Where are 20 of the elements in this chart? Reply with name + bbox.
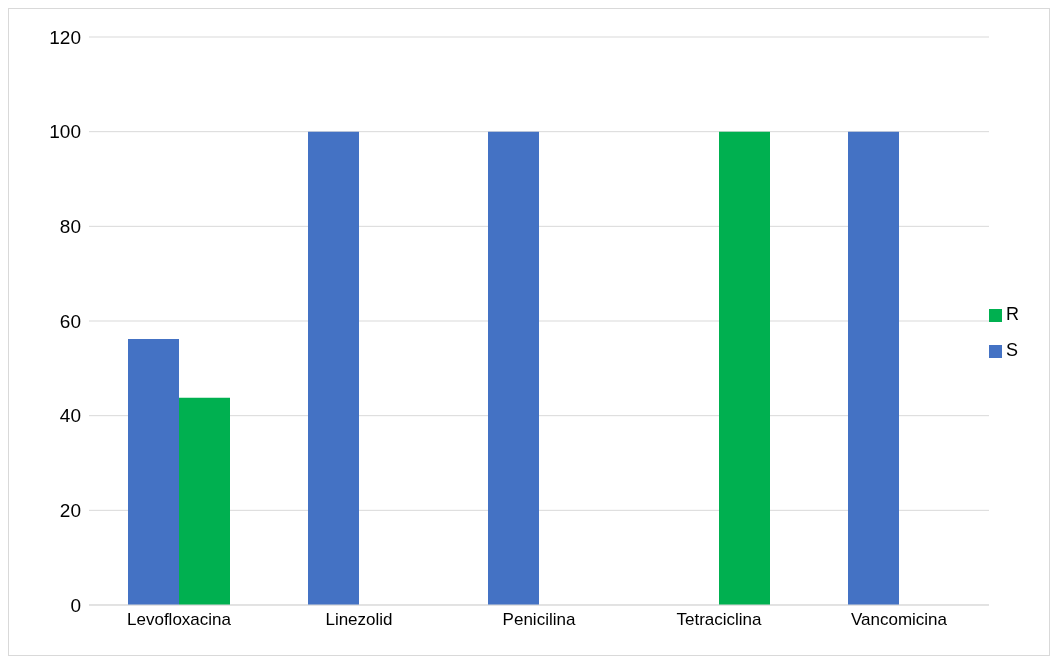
y-tick-label: 100 (49, 121, 81, 143)
y-tick-label: 40 (59, 405, 81, 427)
x-tick-label: Penicilina (502, 610, 576, 630)
bar (719, 131, 770, 605)
y-tick-label: 120 (49, 26, 81, 48)
legend-label: S (1006, 340, 1019, 360)
y-tick-label: 0 (70, 594, 81, 616)
x-tick-label: Vancomicina (850, 610, 948, 630)
x-tick-label: Linezolid (325, 610, 393, 630)
y-tick-label: 60 (59, 310, 81, 332)
x-tick-label: Tetraciclina (676, 610, 763, 630)
legend-label: R (1006, 304, 1019, 324)
y-tick-label: 20 (59, 500, 81, 522)
bar (308, 131, 359, 605)
bar (179, 397, 230, 605)
bar (128, 338, 179, 605)
y-tick-label: 80 (59, 216, 81, 238)
bar (488, 131, 539, 605)
x-tick-label: Levofloxacina (127, 610, 232, 630)
bar (848, 131, 899, 605)
